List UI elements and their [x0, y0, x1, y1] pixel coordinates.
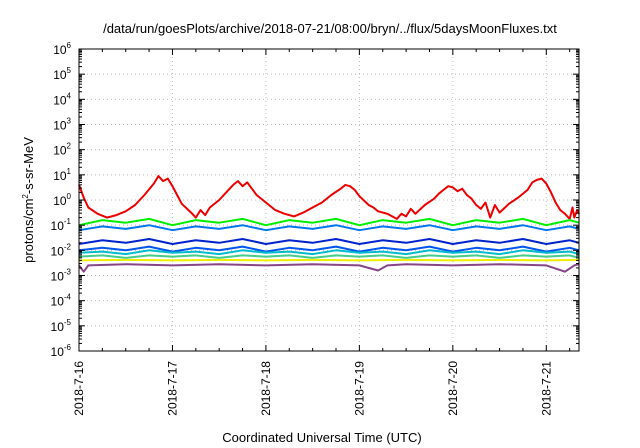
- y-tick-exponent: -4: [64, 293, 72, 302]
- y-tick-label: 103: [53, 117, 71, 133]
- y-tick-exponent: -5: [64, 318, 72, 327]
- x-tick-label: 2018-7-17: [165, 361, 179, 416]
- y-tick-base: 10: [51, 295, 65, 309]
- y-tick-base: 10: [53, 169, 67, 183]
- y-tick-label: 100: [53, 192, 71, 208]
- y-tick-label: 10-3: [51, 268, 72, 284]
- series-line-3: [78, 238, 580, 245]
- y-tick-exponent: 6: [67, 41, 72, 50]
- series-line-6: [78, 254, 580, 259]
- y-tick-label: 10-1: [51, 217, 72, 233]
- series-line-7: [78, 258, 580, 262]
- y-tick-label: 106: [53, 41, 71, 57]
- y-tick-base: 10: [53, 43, 67, 57]
- y-tick-label: 10-5: [51, 318, 72, 334]
- y-tick-label: 102: [53, 142, 71, 158]
- y-tick-base: 10: [53, 68, 67, 82]
- y-tick-label: 10-4: [51, 293, 72, 309]
- y-tick-label: 10-2: [51, 242, 72, 258]
- x-tick-label: 2018-7-19: [352, 361, 366, 416]
- y-tick-exponent: -6: [64, 343, 72, 352]
- y-tick-exponent: 4: [67, 91, 72, 100]
- grid-lines: [79, 49, 579, 351]
- y-tick-label: 105: [53, 66, 71, 82]
- y-axis-ticks: 10-610-510-410-310-210-11001011021031041…: [51, 41, 579, 359]
- y-tick-label: 104: [53, 91, 71, 107]
- y-tick-exponent: 2: [67, 142, 72, 151]
- y-tick-label: 10-6: [51, 343, 72, 359]
- series-group: [78, 175, 580, 273]
- y-axis-label: protons/cm2-s-sr-MeV: [21, 137, 36, 263]
- series-line-5: [78, 249, 580, 256]
- x-tick-label: 2018-7-21: [539, 361, 553, 416]
- y-tick-base: 10: [53, 93, 67, 107]
- y-axis-label-base: protons/cm: [21, 199, 36, 263]
- y-tick-base: 10: [53, 144, 67, 158]
- y-tick-base: 10: [53, 194, 67, 208]
- y-axis-label-rest: -s-sr-MeV: [21, 137, 36, 194]
- y-tick-base: 10: [51, 219, 65, 233]
- y-tick-base: 10: [51, 244, 65, 258]
- y-tick-base: 10: [53, 119, 67, 133]
- x-tick-label: 2018-7-16: [72, 361, 86, 416]
- y-tick-exponent: 0: [67, 192, 72, 201]
- series-line-8: [78, 263, 580, 273]
- chart-title: /data/run/goesPlots/archive/2018-07-21/0…: [103, 21, 557, 36]
- series-line-2: [78, 224, 580, 232]
- x-axis-label: Coordinated Universal Time (UTC): [222, 430, 421, 445]
- x-tick-label: 2018-7-20: [446, 361, 460, 416]
- series-line-0: [78, 175, 580, 220]
- x-axis-ticks: 2018-7-16 2018-7-17 2018-7-18 2018-7-19 2018…: [72, 49, 571, 416]
- y-tick-base: 10: [51, 270, 65, 284]
- series-line-1: [78, 217, 580, 227]
- y-tick-exponent: -2: [64, 242, 72, 251]
- y-tick-base: 10: [51, 320, 65, 334]
- y-tick-exponent: 5: [67, 66, 72, 75]
- y-tick-base: 10: [51, 345, 65, 359]
- y-tick-exponent: 1: [67, 167, 72, 176]
- y-tick-exponent: -3: [64, 268, 72, 277]
- y-tick-exponent: 3: [67, 117, 72, 126]
- y-axis-label-exponent: 2: [21, 194, 30, 199]
- series-line-4: [78, 245, 580, 253]
- y-tick-exponent: -1: [64, 217, 72, 226]
- x-tick-label: 2018-7-18: [259, 361, 273, 416]
- y-tick-label: 101: [53, 167, 71, 183]
